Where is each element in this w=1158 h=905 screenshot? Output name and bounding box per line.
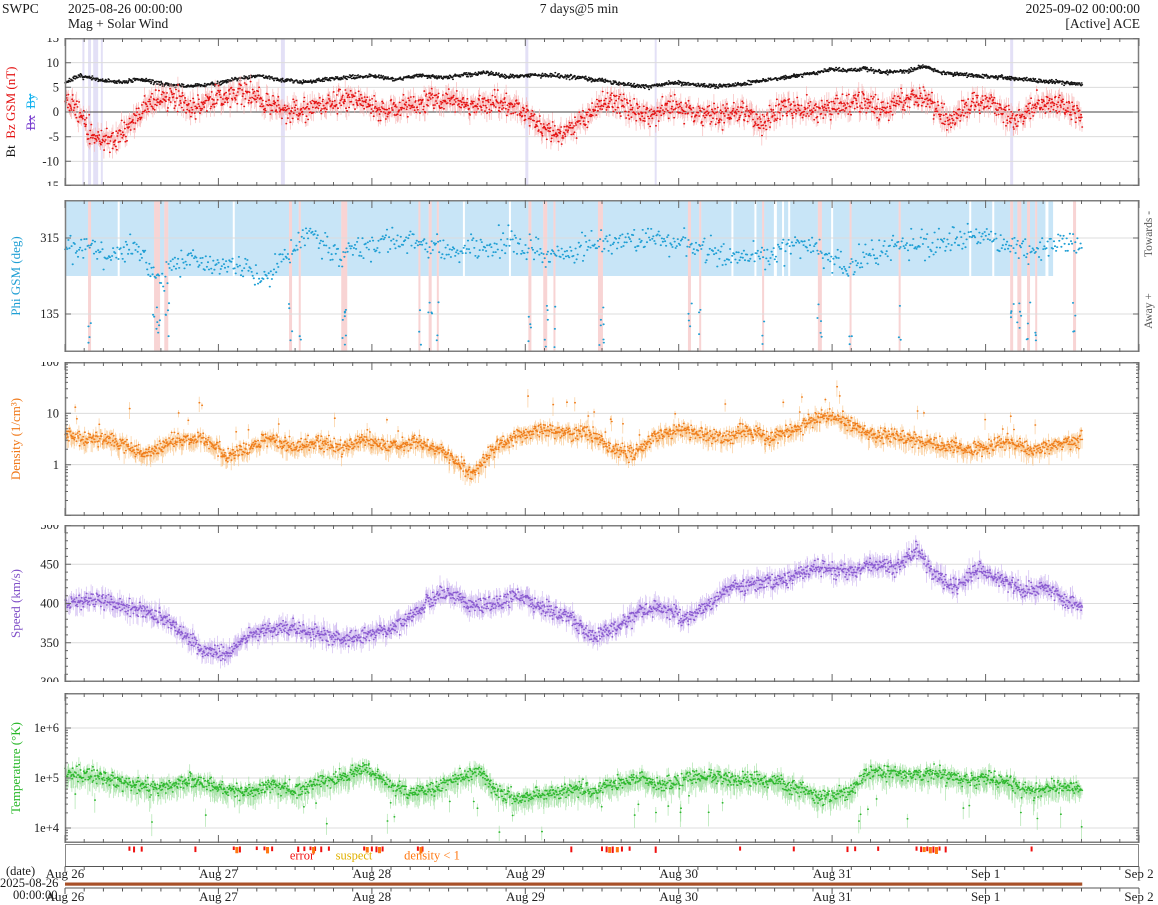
panel-mag: 15 10 5 0 -5 -10 -15 — [42, 38, 1140, 186]
svg-text:1: 1 — [53, 458, 59, 472]
sector-label-away: Away + — [1143, 293, 1155, 329]
svg-text:1e+5: 1e+5 — [34, 771, 59, 785]
svg-text:Aug 28: Aug 28 — [353, 866, 392, 881]
svg-text:300: 300 — [40, 675, 59, 682]
svg-text:15: 15 — [47, 38, 60, 45]
svg-text:-5: -5 — [49, 130, 59, 144]
date-caption: (date) — [6, 864, 36, 878]
svg-text:Aug 31: Aug 31 — [813, 866, 852, 881]
svg-text:Aug 26: Aug 26 — [46, 889, 85, 904]
ylabel-phi-0: Phi GSM (deg) — [8, 236, 23, 316]
svg-text:Sep 1: Sep 1 — [971, 889, 1000, 904]
ylabel-density-0: Density (1/cm³) — [8, 397, 23, 481]
sector-label-towards: Towards - — [1143, 210, 1155, 258]
ylabel-mag-0: Bt Bz GSM (nT) — [3, 66, 18, 158]
svg-text:suspect: suspect — [336, 849, 373, 863]
svg-text:350: 350 — [40, 636, 59, 650]
svg-text:Aug 29: Aug 29 — [506, 866, 545, 881]
start-datetime: 2025-08-26 00:00:00 — [68, 1, 183, 16]
svg-text:135: 135 — [40, 307, 59, 321]
svg-text:500: 500 — [40, 525, 59, 532]
panel-temperature: 1e+6 1e+5 1e+4 — [34, 693, 1140, 843]
cadence-label: 7 days@5 min — [539, 1, 619, 16]
svg-text:density < 1: density < 1 — [404, 849, 460, 863]
svg-text:error: error — [290, 849, 315, 863]
svg-text:Sep 2: Sep 2 — [1124, 866, 1153, 881]
end-datetime: 2025-09-02 00:00:00 — [1025, 1, 1140, 16]
svg-text:5: 5 — [53, 81, 59, 95]
svg-text:315: 315 — [40, 231, 59, 245]
ylabel-temperature-0: Temperature (°K) — [8, 722, 23, 814]
svg-text:Aug 31: Aug 31 — [813, 889, 852, 904]
svg-text:Aug 30: Aug 30 — [659, 889, 698, 904]
error-strip-and-time-axes: error suspect density < 1 Aug 26 Aug 27 Aug 2… — [46, 844, 1154, 904]
svg-text:100: 100 — [40, 362, 59, 369]
source-status: [Active] ACE — [1065, 16, 1140, 31]
svg-text:-15: -15 — [42, 179, 59, 186]
svg-text:Aug 30: Aug 30 — [659, 866, 698, 881]
ylabel-speed-0: Speed (km/s) — [8, 569, 23, 638]
svg-text:10: 10 — [47, 407, 60, 421]
svg-text:Sep 1: Sep 1 — [971, 866, 1000, 881]
panel-speed: 500 450 400 350 300 — [40, 525, 1140, 682]
svg-text:Aug 28: Aug 28 — [353, 889, 392, 904]
svg-text:Aug 27: Aug 27 — [199, 889, 238, 904]
footer-start-time: 00:00:00 — [13, 888, 58, 902]
station-label: SWPC — [2, 1, 39, 16]
svg-text:1e+6: 1e+6 — [34, 721, 59, 735]
svg-text:1e+4: 1e+4 — [34, 821, 60, 835]
svg-text:-10: -10 — [42, 155, 59, 169]
svg-text:10: 10 — [47, 56, 60, 70]
svg-text:Aug 29: Aug 29 — [506, 889, 545, 904]
ylabel-mag-1: Bx By — [23, 93, 38, 131]
svg-text:450: 450 — [40, 557, 59, 571]
svg-text:Aug 27: Aug 27 — [199, 866, 238, 881]
svg-text:Sep 2: Sep 2 — [1124, 889, 1153, 904]
svg-text:0: 0 — [53, 105, 59, 119]
plot-title: Mag + Solar Wind — [68, 16, 169, 31]
footer-start-date: 2025-08-26 — [0, 876, 59, 890]
svg-text:400: 400 — [40, 597, 59, 611]
panel-phi: 315 135 — [40, 200, 1140, 352]
panel-density: 100 10 1 — [40, 362, 1140, 516]
svg-text:Aug 26: Aug 26 — [46, 866, 85, 881]
